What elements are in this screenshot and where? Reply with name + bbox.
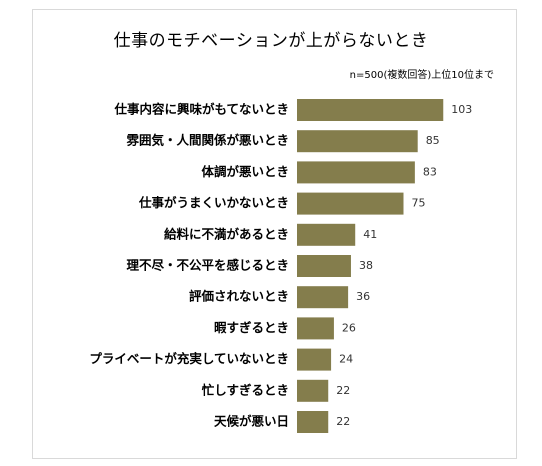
category-label: 評価されないとき bbox=[189, 289, 289, 304]
category-label: 理不尽・不公平を感じるとき bbox=[126, 258, 289, 273]
bar bbox=[297, 286, 349, 309]
category-label: 天候が悪い日 bbox=[214, 414, 289, 429]
category-label: 仕事がうまくいかないとき bbox=[138, 195, 289, 210]
bar bbox=[297, 99, 444, 121]
bar bbox=[297, 255, 351, 277]
value-label: 38 bbox=[359, 259, 373, 272]
value-label: 36 bbox=[356, 290, 370, 303]
chart-title: 仕事のモチベーションが上がらないとき bbox=[113, 31, 429, 51]
value-label: 24 bbox=[339, 353, 353, 366]
value-label: 41 bbox=[363, 228, 377, 241]
value-label: 103 bbox=[451, 103, 472, 116]
bar bbox=[297, 379, 329, 402]
value-label: 26 bbox=[342, 321, 356, 334]
value-label: 75 bbox=[412, 197, 426, 210]
bar bbox=[297, 411, 329, 433]
bar bbox=[297, 130, 418, 153]
chart-frame bbox=[32, 9, 517, 459]
category-label: 仕事内容に興味がもてないとき bbox=[113, 102, 289, 117]
value-label: 83 bbox=[423, 165, 437, 178]
bar bbox=[297, 192, 404, 215]
category-label: 給料に不満があるとき bbox=[164, 226, 289, 241]
value-label: 22 bbox=[336, 415, 350, 428]
bar bbox=[297, 161, 415, 184]
category-label: 暇すぎるとき bbox=[214, 320, 289, 335]
bar bbox=[297, 223, 356, 246]
category-label: 体調が悪いとき bbox=[201, 164, 289, 179]
value-label: 22 bbox=[336, 384, 350, 397]
bar bbox=[297, 317, 334, 340]
category-label: プライベートが充実していないとき bbox=[89, 351, 289, 366]
bar bbox=[297, 348, 332, 371]
value-label: 85 bbox=[426, 134, 440, 147]
chart-note: n=500(複数回答)上位10位まで bbox=[349, 70, 494, 81]
category-label: 忙しすぎるとき bbox=[202, 382, 289, 397]
category-label: 雰囲気・人間関係が悪いとき bbox=[126, 133, 289, 148]
